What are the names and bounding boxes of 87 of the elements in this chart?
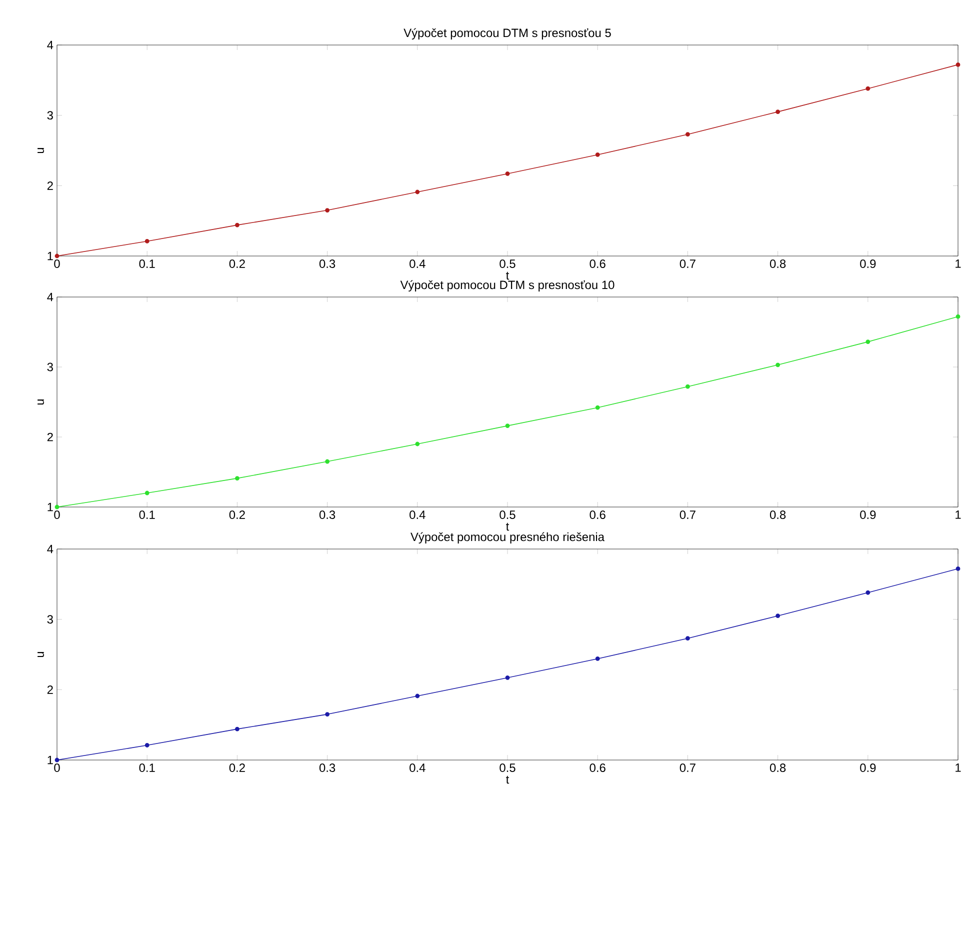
point — [235, 222, 240, 228]
x-tick-label: 0.2 — [229, 764, 245, 772]
point — [595, 152, 600, 157]
x-tick-label: 0.3 — [319, 260, 336, 268]
chart-title: Výpočet pomocou presného riešenia — [410, 532, 604, 544]
point — [235, 726, 240, 732]
x-axis-title: t — [506, 522, 510, 531]
y-axis-title: u — [38, 148, 44, 154]
x-tick-label: 0.8 — [770, 260, 786, 268]
point — [686, 384, 690, 389]
point — [325, 459, 330, 464]
x-tick-label: 0.8 — [770, 510, 786, 519]
point — [776, 110, 780, 114]
x-tick-label: 0.4 — [410, 510, 426, 519]
point — [505, 424, 510, 428]
x-tick-label: 0.5 — [500, 260, 516, 268]
y-tick-label: 2 — [47, 686, 53, 694]
x-tick-label: 0 — [54, 260, 60, 268]
point — [776, 614, 780, 618]
x-tick-label: 0.4 — [410, 260, 426, 268]
y-tick-label: 1 — [48, 252, 53, 260]
point — [595, 405, 600, 410]
chart-title: Výpočet pomocou DTM s presnosťou 5 — [404, 28, 611, 40]
x-tick-label: 0.1 — [139, 260, 155, 268]
y-tick-label: 1 — [48, 756, 53, 764]
point — [505, 676, 510, 680]
x-tick-label: 0.4 — [410, 764, 426, 772]
x-tick-label: 0.7 — [680, 260, 696, 268]
x-tick-label: 0.7 — [680, 510, 696, 519]
point — [54, 758, 60, 762]
point — [686, 636, 690, 641]
point — [415, 190, 420, 194]
point — [325, 712, 330, 716]
point — [956, 314, 960, 319]
x-tick-label: 0.6 — [590, 260, 606, 268]
point — [595, 656, 600, 661]
x-tick-label: 0.5 — [500, 510, 516, 519]
point — [144, 239, 150, 244]
x-axis-title: t — [506, 776, 510, 784]
y-tick-label: 3 — [47, 111, 53, 120]
point — [54, 504, 60, 510]
y-tick-label: 4 — [47, 544, 54, 554]
x-axis-title: t — [506, 272, 510, 280]
point — [415, 694, 420, 698]
x-tick-label: 0.6 — [590, 764, 606, 772]
x-tick-label: 0.2 — [229, 510, 245, 519]
y-tick-label: 2 — [47, 182, 53, 190]
y-tick-label: 3 — [47, 615, 53, 624]
chart-title: Výpočet pomocou DTM s presnosťou 10 — [400, 280, 614, 292]
y-tick-label: 1 — [48, 502, 53, 512]
point — [686, 132, 690, 137]
y-tick-label: 2 — [47, 432, 53, 442]
x-tick-label: 0.1 — [139, 764, 155, 772]
point — [866, 340, 870, 344]
x-tick-label: 0.3 — [319, 510, 336, 519]
x-tick-label: 0.7 — [680, 764, 696, 772]
y-tick-label: 4 — [47, 292, 54, 302]
point — [325, 208, 330, 212]
x-tick-label: 1 — [956, 510, 961, 519]
y-tick-label: 3 — [47, 362, 53, 372]
point — [144, 743, 150, 748]
point — [866, 86, 870, 91]
x-tick-label: 0.9 — [860, 510, 876, 519]
point — [505, 172, 510, 176]
point — [956, 62, 960, 67]
point — [144, 490, 150, 496]
y-axis-title: u — [38, 399, 44, 405]
x-tick-label: 0.9 — [860, 764, 876, 772]
point — [866, 590, 870, 595]
x-tick-label: 0.5 — [500, 764, 516, 772]
x-tick-label: 0.3 — [319, 764, 336, 772]
x-tick-label: 1 — [956, 260, 961, 268]
x-tick-label: 0.2 — [229, 260, 245, 268]
x-tick-label: 0 — [54, 510, 60, 519]
x-tick-label: 1 — [956, 764, 961, 772]
x-tick-label: 0.1 — [139, 510, 155, 519]
point — [415, 442, 420, 446]
y-tick-label: 4 — [47, 40, 54, 50]
x-tick-label: 0.6 — [590, 510, 606, 519]
y-axis-title: u — [38, 652, 44, 658]
point — [235, 476, 240, 481]
x-tick-label: 0.9 — [860, 260, 876, 268]
point — [956, 566, 960, 571]
x-tick-label: 0 — [54, 764, 60, 772]
x-tick-label: 0.8 — [770, 764, 786, 772]
point — [776, 362, 780, 368]
point — [54, 254, 60, 258]
